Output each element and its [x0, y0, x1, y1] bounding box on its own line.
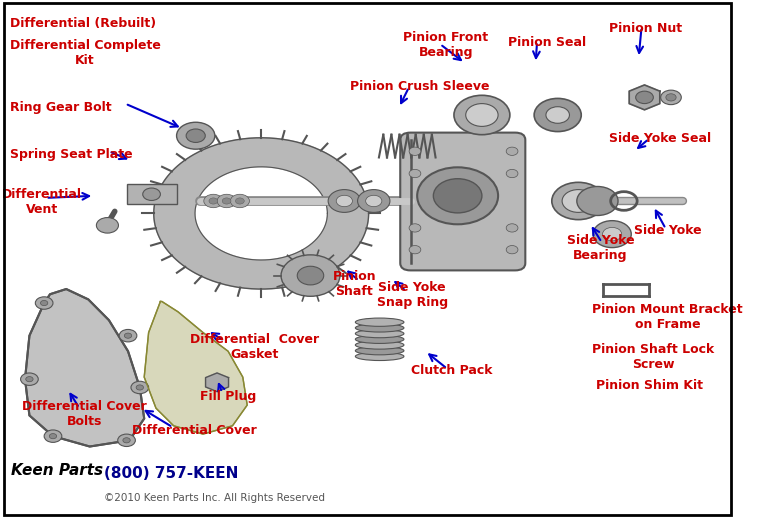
Circle shape	[336, 195, 353, 207]
Circle shape	[636, 91, 653, 104]
Circle shape	[176, 122, 215, 149]
Text: Pinion Crush Sleeve: Pinion Crush Sleeve	[350, 80, 490, 93]
Circle shape	[49, 434, 57, 439]
Text: Pinion Front
Bearing: Pinion Front Bearing	[403, 31, 488, 59]
Text: Pinion Seal: Pinion Seal	[507, 36, 586, 49]
Circle shape	[124, 333, 132, 338]
Circle shape	[142, 188, 160, 200]
Text: Keen Parts: Keen Parts	[11, 463, 103, 478]
Circle shape	[357, 190, 390, 212]
Circle shape	[593, 221, 631, 248]
Circle shape	[409, 147, 421, 155]
Circle shape	[466, 104, 498, 126]
Circle shape	[297, 266, 323, 285]
Text: Differential
Vent: Differential Vent	[2, 188, 82, 215]
Circle shape	[223, 198, 231, 204]
Circle shape	[534, 98, 581, 132]
Circle shape	[131, 381, 149, 394]
FancyBboxPatch shape	[126, 184, 176, 204]
Text: Pinion Shaft Lock
Screw: Pinion Shaft Lock Screw	[592, 343, 715, 371]
Circle shape	[666, 94, 676, 101]
Circle shape	[119, 329, 137, 342]
Circle shape	[217, 194, 236, 208]
Circle shape	[96, 218, 119, 233]
Circle shape	[186, 129, 206, 142]
Polygon shape	[144, 301, 247, 434]
Ellipse shape	[356, 341, 404, 349]
Text: Fill Plug: Fill Plug	[200, 390, 256, 402]
Ellipse shape	[356, 352, 404, 361]
Text: Clutch Pack: Clutch Pack	[410, 364, 492, 377]
Circle shape	[603, 227, 621, 241]
Text: Differential Complete
Kit: Differential Complete Kit	[9, 39, 160, 67]
Ellipse shape	[356, 347, 404, 355]
Text: Pinion
Shaft: Pinion Shaft	[333, 270, 377, 298]
Circle shape	[281, 255, 340, 296]
Circle shape	[409, 246, 421, 254]
Circle shape	[506, 224, 518, 232]
Circle shape	[409, 169, 421, 178]
Ellipse shape	[356, 318, 404, 326]
Circle shape	[409, 224, 421, 232]
Circle shape	[44, 430, 62, 442]
Text: Side Yoke
Bearing: Side Yoke Bearing	[567, 234, 634, 262]
Circle shape	[454, 95, 510, 135]
Polygon shape	[206, 373, 229, 392]
Text: Pinion Shim Kit: Pinion Shim Kit	[596, 379, 703, 392]
Circle shape	[118, 434, 136, 447]
Circle shape	[546, 107, 570, 123]
Circle shape	[506, 169, 518, 178]
Circle shape	[577, 186, 618, 215]
Text: ©2010 Keen Parts Inc. All Rights Reserved: ©2010 Keen Parts Inc. All Rights Reserve…	[105, 494, 326, 503]
Ellipse shape	[356, 335, 404, 343]
Text: Differential (Rebuilt): Differential (Rebuilt)	[9, 17, 156, 30]
Ellipse shape	[356, 329, 404, 338]
Circle shape	[552, 182, 604, 220]
Circle shape	[236, 198, 244, 204]
Circle shape	[366, 195, 382, 207]
Polygon shape	[629, 85, 660, 110]
Ellipse shape	[356, 324, 404, 332]
Text: Pinion Nut: Pinion Nut	[609, 22, 682, 35]
Polygon shape	[154, 138, 369, 289]
Circle shape	[506, 246, 518, 254]
Circle shape	[562, 190, 594, 212]
Circle shape	[506, 147, 518, 155]
Circle shape	[25, 377, 33, 382]
Circle shape	[41, 300, 48, 306]
Text: Side Yoke: Side Yoke	[634, 224, 701, 237]
Circle shape	[123, 438, 130, 443]
Text: Ring Gear Bolt: Ring Gear Bolt	[9, 101, 111, 114]
Circle shape	[661, 90, 681, 105]
Text: Differential  Cover
Gasket: Differential Cover Gasket	[190, 333, 319, 361]
Circle shape	[204, 194, 223, 208]
FancyBboxPatch shape	[400, 133, 525, 270]
Circle shape	[136, 385, 143, 390]
Text: (800) 757-KEEN: (800) 757-KEEN	[105, 466, 239, 481]
Circle shape	[434, 179, 482, 213]
Circle shape	[35, 297, 53, 309]
Text: Pinion Mount Bracket
on Frame: Pinion Mount Bracket on Frame	[592, 303, 743, 331]
Text: Spring Seat Plate: Spring Seat Plate	[9, 148, 132, 161]
Text: Side Yoke
Snap Ring: Side Yoke Snap Ring	[377, 281, 448, 309]
Text: Side Yoke Seal: Side Yoke Seal	[609, 132, 711, 145]
Circle shape	[209, 198, 218, 204]
Circle shape	[417, 167, 498, 224]
Text: Differential Cover: Differential Cover	[132, 424, 257, 437]
Circle shape	[328, 190, 360, 212]
Polygon shape	[25, 289, 144, 447]
Circle shape	[21, 373, 38, 385]
Text: Differential Cover
Bolts: Differential Cover Bolts	[22, 400, 147, 428]
Circle shape	[230, 194, 249, 208]
